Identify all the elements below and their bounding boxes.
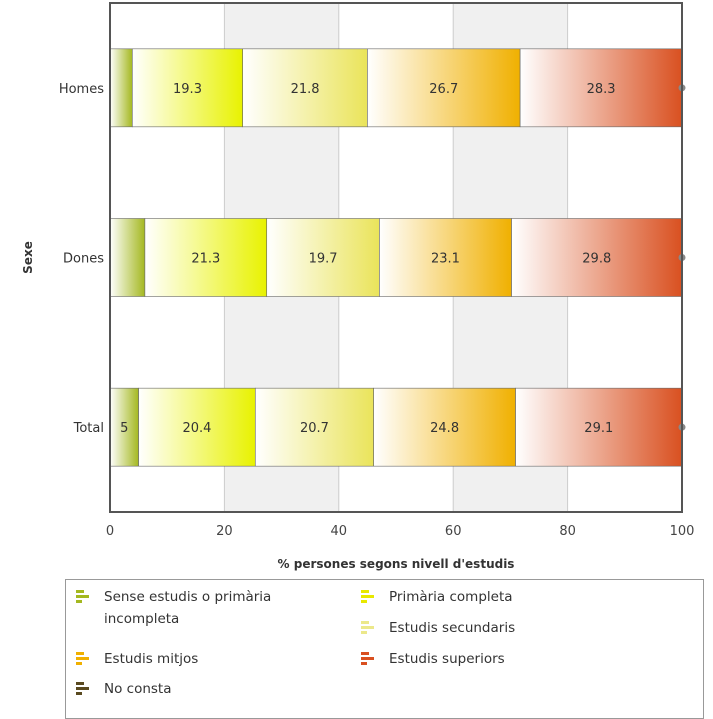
bar-legend-icon: [361, 621, 375, 635]
bar-segment[interactable]: [367, 48, 521, 128]
x-tick-label: 20: [216, 524, 233, 539]
legend-label: Estudis secundaris: [389, 620, 516, 636]
x-tick-label: 100: [670, 524, 695, 539]
data-label: 28.3: [587, 82, 616, 97]
bar-segment[interactable]: [266, 218, 380, 297]
data-label: 23.1: [431, 252, 460, 267]
x-axis-title: % persones segons nivell d'estudis: [278, 557, 515, 571]
data-label: 5: [120, 421, 128, 436]
bar-segment[interactable]: [109, 387, 139, 467]
data-label: 21.3: [191, 252, 220, 267]
data-label: 29.8: [582, 252, 611, 267]
data-label: 21.8: [291, 82, 320, 97]
bar-segment[interactable]: [373, 387, 516, 467]
bar-segment[interactable]: [109, 48, 133, 128]
x-tick-labels: 0 20 40 60 80 100: [106, 524, 695, 539]
bar-segment[interactable]: [519, 48, 683, 128]
bar-legend-icon: [76, 652, 90, 666]
plot-frame: [109, 2, 683, 513]
data-label: 20.4: [182, 421, 211, 436]
category-label: Total: [73, 421, 104, 436]
legend-label: Sense estudis o primària incompleta: [104, 589, 272, 627]
bar-segment[interactable]: [511, 218, 683, 297]
stacked-bar-chart: 19.3 21.8 26.7 28.3 21.3 19.7 23.1 29.8 5 20.4 20.…: [21, 2, 695, 571]
bar-legend-icon: [361, 652, 375, 666]
data-label: 26.7: [429, 82, 458, 97]
legend-item-primaria-completa[interactable]: Primària completa: [361, 586, 691, 608]
legend-item-no-consta[interactable]: No consta: [76, 678, 346, 700]
category-labels: Homes Dones Total: [59, 82, 104, 436]
legend-label: Estudis superiors: [389, 651, 505, 667]
x-tick-label: 0: [106, 524, 114, 539]
legend-item-sense-estudis[interactable]: Sense estudis o primària incompleta: [76, 586, 316, 630]
legend-label: Primària completa: [389, 589, 513, 605]
x-tick-label: 80: [559, 524, 576, 539]
bar-segment[interactable]: [138, 387, 256, 467]
bar-segment[interactable]: [109, 218, 146, 297]
legend: Sense estudis o primària incompleta Prim…: [65, 579, 704, 719]
category-label: Homes: [59, 82, 104, 97]
bar-segment[interactable]: [144, 218, 268, 297]
legend-label: No consta: [104, 681, 172, 697]
data-label: 24.8: [430, 421, 459, 436]
legend-item-estudis-mitjos[interactable]: Estudis mitjos: [76, 648, 346, 670]
y-axis-title: Sexe: [21, 241, 35, 274]
bars-group: 19.3 21.8 26.7 28.3 21.3 19.7 23.1 29.8 5 20.4 20.…: [109, 48, 686, 467]
legend-label: Estudis mitjos: [104, 651, 199, 667]
legend-item-estudis-secundaris[interactable]: Estudis secundaris: [361, 617, 691, 639]
data-label: 20.7: [300, 421, 329, 436]
category-label: Dones: [63, 252, 104, 267]
legend-item-estudis-superiors[interactable]: Estudis superiors: [361, 648, 691, 670]
bar-legend-icon: [361, 590, 375, 604]
x-tick-label: 40: [331, 524, 348, 539]
bar-legend-icon: [76, 590, 90, 604]
bar-segment[interactable]: [379, 218, 512, 297]
bar-legend-icon: [76, 682, 90, 696]
data-label: 19.3: [173, 82, 202, 97]
data-label: 19.7: [309, 252, 338, 267]
bar-segment[interactable]: [254, 387, 374, 467]
x-tick-label: 60: [445, 524, 462, 539]
bar-segment[interactable]: [515, 387, 683, 467]
data-label: 29.1: [584, 421, 613, 436]
